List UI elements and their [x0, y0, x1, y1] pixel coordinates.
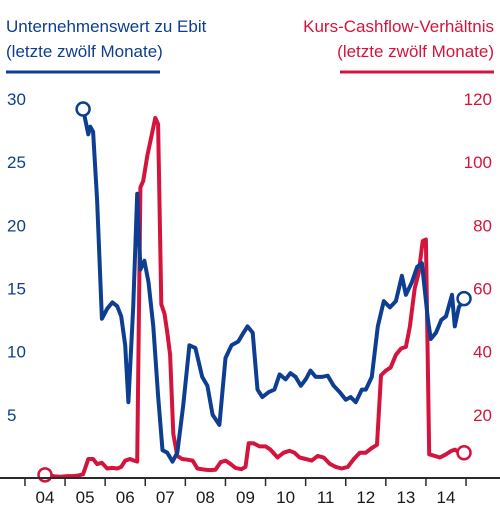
right-tick-label: 20 [473, 406, 492, 425]
right-tick-label: 80 [473, 216, 492, 235]
x-tick-label: 07 [156, 488, 175, 507]
ev-ebit-start-marker [75, 101, 91, 117]
right-axis-ticks: 20 40 60 80 100 120 [464, 90, 492, 425]
x-tick-label: 14 [437, 488, 456, 507]
x-tick-label: 11 [317, 488, 335, 507]
series-line-ev-ebit [81, 107, 466, 464]
x-tick-label: 05 [76, 488, 95, 507]
x-tick-label: 08 [196, 488, 215, 507]
kcv-end-marker [456, 444, 472, 461]
right-tick-label: 100 [464, 153, 492, 172]
left-tick-label: 25 [7, 153, 26, 172]
x-tick-label: 12 [356, 488, 375, 507]
x-tick-label: 06 [116, 488, 135, 507]
left-tick-label: 15 [7, 279, 26, 298]
left-tick-label: 10 [7, 343, 26, 362]
x-tick-label: 09 [236, 488, 255, 507]
left-tick-label: 20 [7, 216, 26, 235]
x-tick-label: 10 [276, 488, 295, 507]
series-layer [43, 107, 466, 479]
x-tick-label: 13 [396, 488, 415, 507]
series-line-kcv [43, 115, 466, 479]
right-title-line-2: (letzte zwölf Monate) [337, 42, 494, 61]
left-tick-label: 30 [7, 90, 26, 109]
left-title-line-1: Unternehmenswert zu Ebit [6, 17, 207, 36]
ev-ebit-end-marker [456, 290, 472, 307]
left-title-line-2: (letzte zwölf Monate) [6, 42, 163, 61]
right-title-line-1: Kurs-Cashflow-Verhältnis [303, 17, 494, 36]
x-tick-label: 04 [36, 488, 55, 507]
x-axis-ticks: 04 05 06 07 08 09 10 11 12 13 14 [24, 478, 467, 507]
right-tick-label: 40 [473, 343, 492, 362]
right-tick-label: 60 [473, 279, 492, 298]
marker-layer [37, 101, 472, 483]
left-axis-ticks: 5 10 15 20 25 30 [7, 90, 26, 425]
left-tick-label: 5 [7, 406, 16, 425]
right-tick-label: 120 [464, 90, 492, 109]
kcv-start-marker [37, 467, 53, 483]
